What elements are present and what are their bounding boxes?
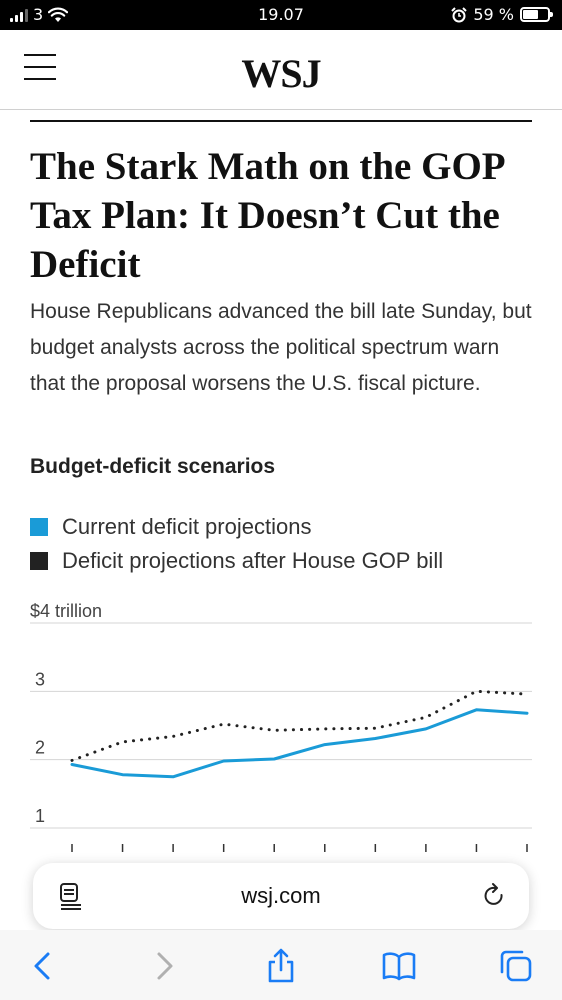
y-tick-label: 3: [35, 669, 45, 689]
alarm-clock-icon: [451, 6, 468, 22]
url-text[interactable]: wsj.com: [241, 883, 321, 908]
article-dek: House Republicans advanced the bill late…: [30, 300, 532, 395]
deficit-line-chart: $4 trillion 3 2 1: [30, 601, 532, 852]
article-headline: The Stark Math on the GOP Tax Plan: It D…: [30, 145, 504, 286]
legend-swatch-black: [30, 552, 48, 570]
y-tick-label: 1: [35, 806, 45, 826]
series-line-current: [70, 708, 529, 779]
chart-title: Budget-deficit scenarios: [30, 455, 276, 478]
y-tick-label: $4 trillion: [30, 601, 102, 621]
chart-legend: Current deficit projections Deficit proj…: [30, 510, 443, 578]
legend-swatch-blue: [30, 518, 48, 536]
browser-toolbar: [0, 930, 562, 1000]
forward-chevron-icon[interactable]: [146, 948, 182, 984]
status-time: 19.07: [258, 5, 304, 24]
wifi-icon: [48, 7, 69, 22]
wsj-logo[interactable]: WSJ: [241, 51, 321, 96]
legend-item-gop: Deficit projections after House GOP bill: [30, 544, 443, 578]
series-line-gop: [70, 689, 529, 762]
site-header: WSJ: [0, 30, 562, 110]
address-bar[interactable]: wsj.com: [33, 863, 529, 929]
share-icon[interactable]: [263, 948, 299, 984]
status-left: 3: [10, 5, 69, 24]
bookmarks-icon[interactable]: [381, 948, 417, 984]
back-chevron-icon[interactable]: [26, 948, 62, 984]
reader-mode-icon[interactable]: [59, 882, 83, 910]
legend-label-gop: Deficit projections after House GOP bill: [62, 548, 444, 573]
hamburger-menu-icon[interactable]: [24, 54, 56, 80]
tabs-icon[interactable]: [498, 948, 534, 984]
y-tick-label: 2: [35, 738, 45, 758]
battery-icon: [520, 7, 553, 22]
legend-item-current: Current deficit projections: [30, 510, 443, 544]
status-right: 59 %: [451, 5, 553, 24]
cellular-signal-icon: [10, 8, 28, 22]
reload-icon[interactable]: [481, 882, 507, 910]
status-bar: 3 19.07 59 %: [0, 0, 562, 30]
legend-label-current: Current deficit projections: [62, 514, 312, 539]
carrier-label: 3: [33, 5, 44, 24]
headline-rule: [30, 120, 532, 122]
battery-percent: 59 %: [473, 5, 514, 24]
